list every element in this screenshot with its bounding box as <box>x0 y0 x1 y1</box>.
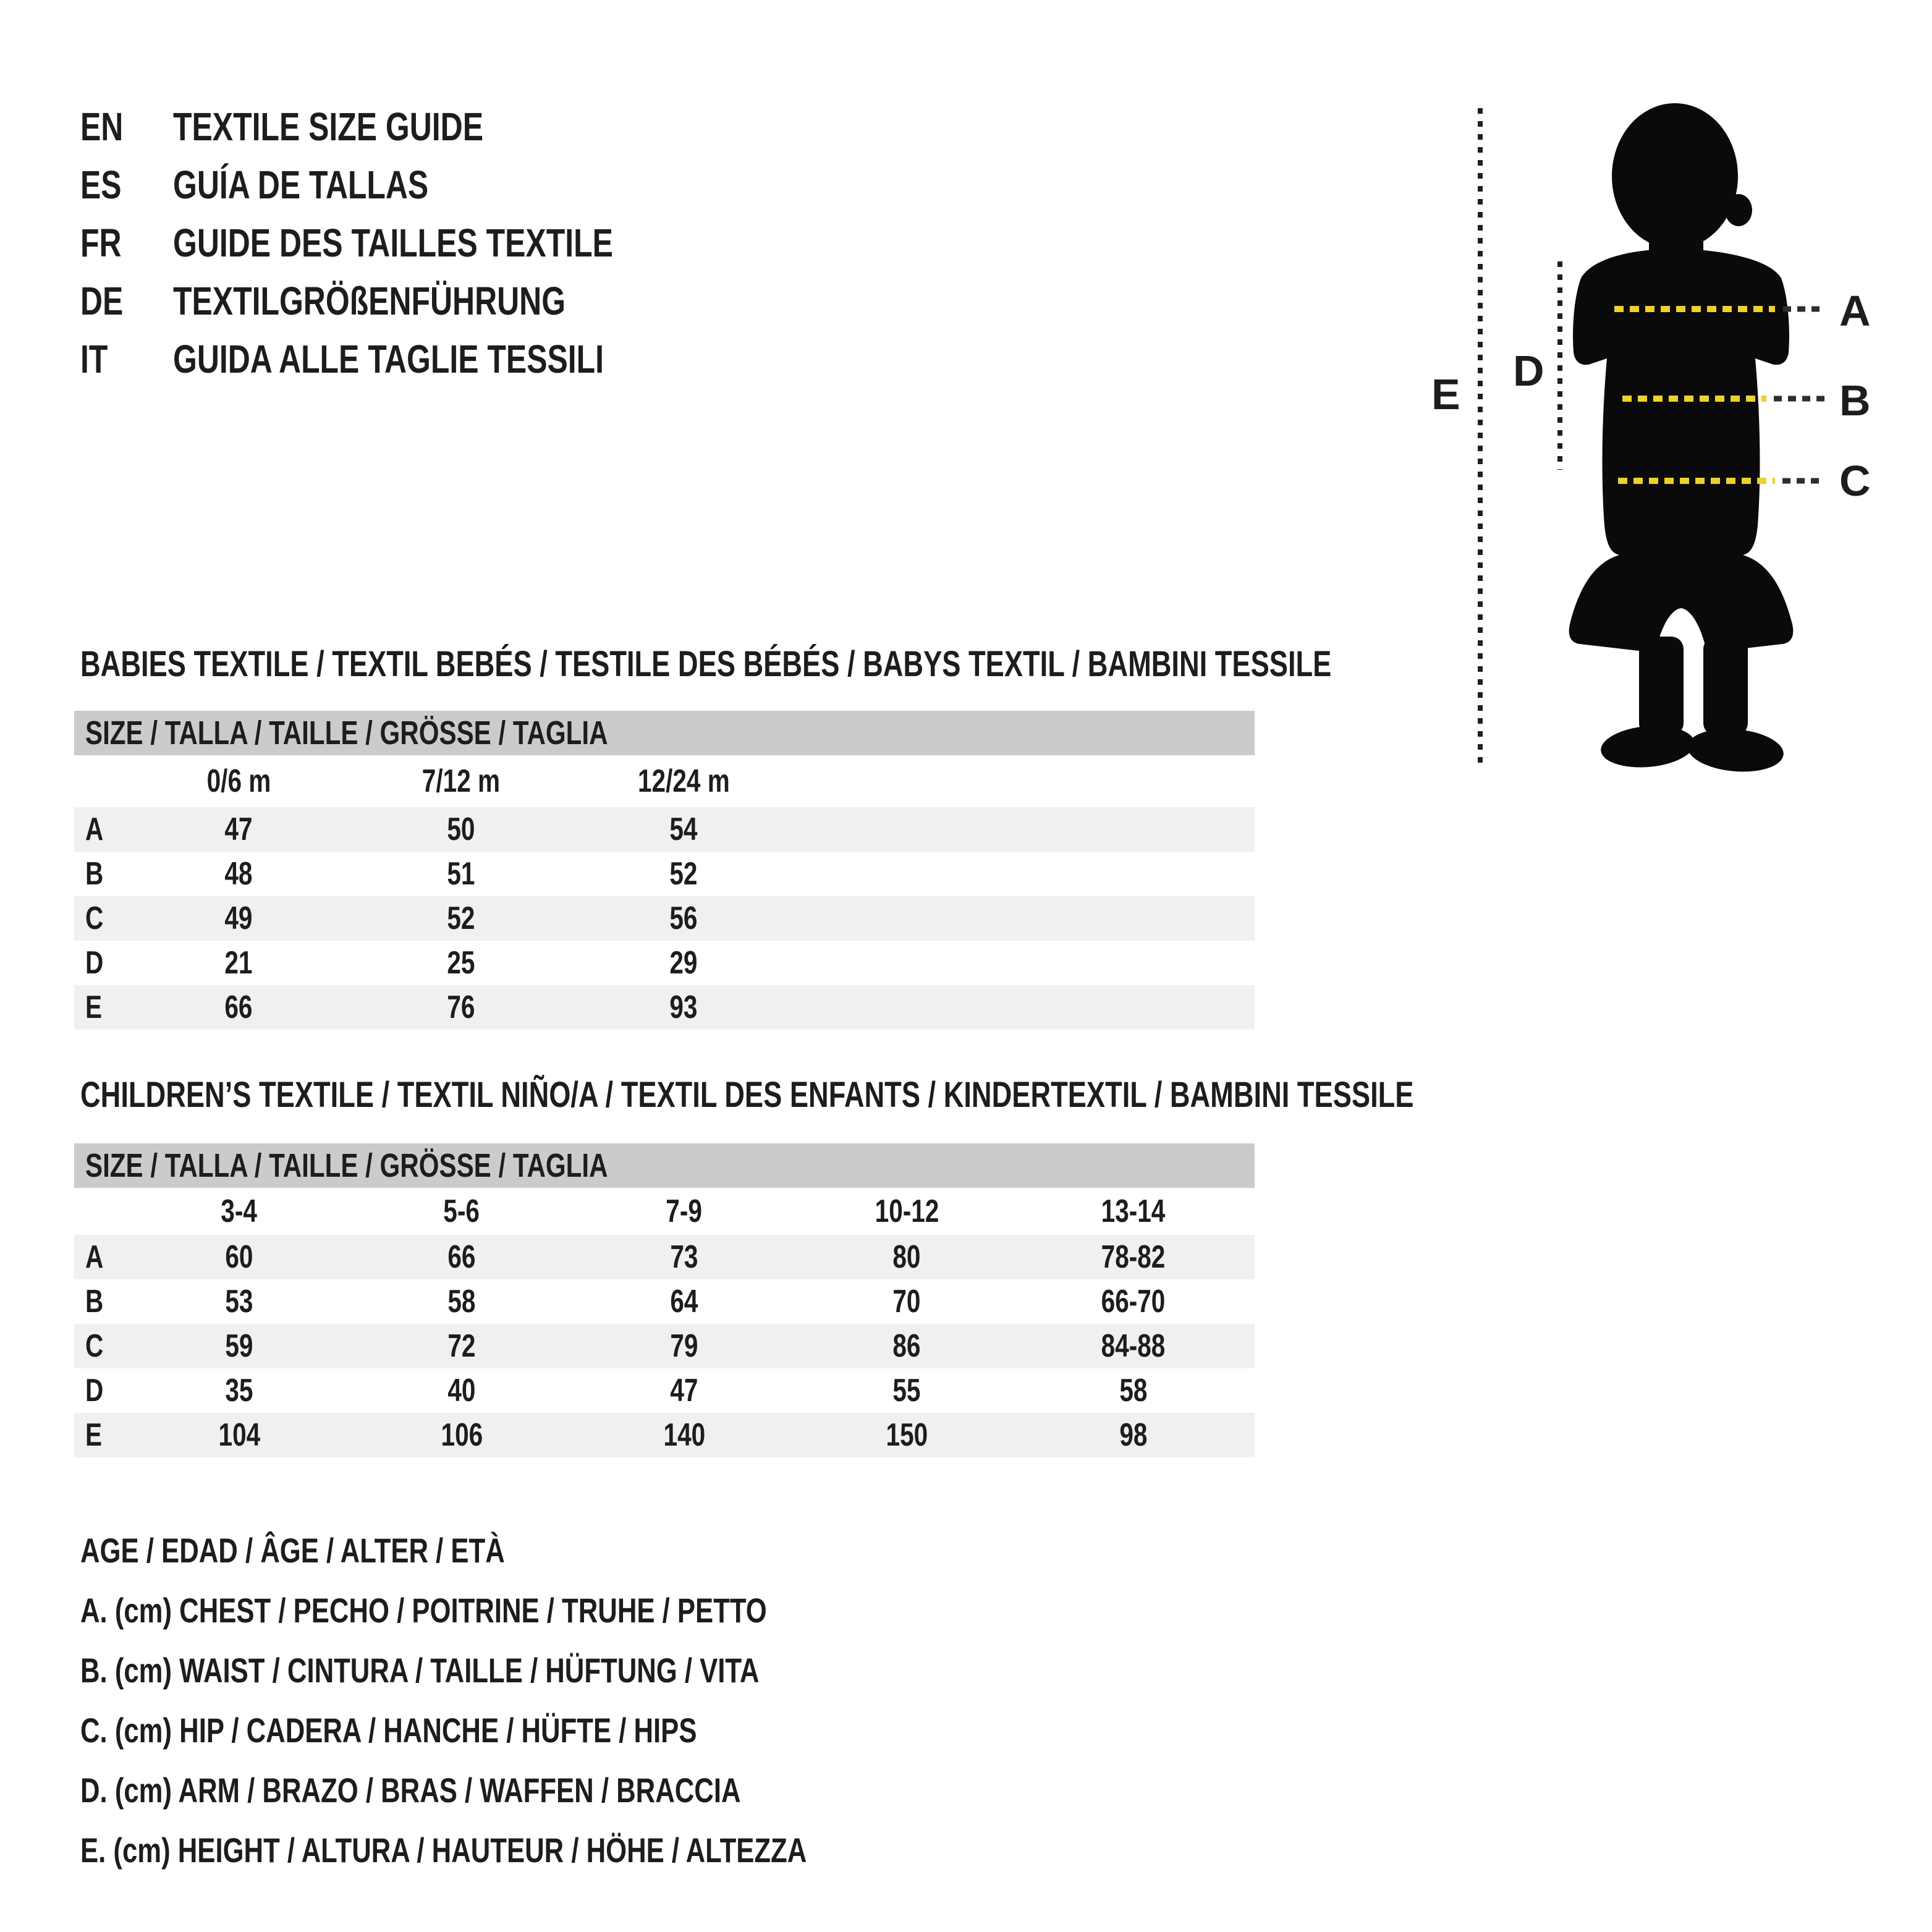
page-title-it: GUIDA ALLE TAGLIE TESSILI <box>173 337 604 381</box>
legend-age: AGE / EDAD / ÂGE / ALTER / ETÀ <box>80 1531 505 1570</box>
measurement-diagram: A B C D E <box>1421 93 1932 785</box>
lang-code-de: DE <box>80 279 124 323</box>
table-row: C 59 72 79 86 84-88 <box>74 1324 1255 1368</box>
figure-label-c: C <box>1839 457 1871 505</box>
figure-label-e: E <box>1431 370 1460 418</box>
figure-label-b: B <box>1839 376 1871 425</box>
child-silhouette-figure: A B C D E <box>1431 103 1871 772</box>
babies-col-0: 0/6 m <box>206 763 271 799</box>
table-row: D 35 40 47 55 58 <box>85 1373 1148 1409</box>
babies-section-title: BABIES TEXTILE / TEXTIL BEBÉS / TESTILE … <box>80 644 1332 684</box>
measurement-legend: AGE / EDAD / ÂGE / ALTER / ETÀ A. (cm) C… <box>80 1520 1012 1880</box>
children-table-header-bar: SIZE / TALLA / TAILLE / GRÖSSE / TAGLIA <box>74 1143 1255 1188</box>
children-col-0: 3-4 <box>221 1193 258 1229</box>
table-row: A 60 66 73 80 78-82 <box>74 1235 1255 1279</box>
lang-code-es: ES <box>80 163 122 207</box>
children-col-1: 5-6 <box>443 1193 480 1229</box>
lang-code-en: EN <box>80 104 124 149</box>
children-col-3: 10-12 <box>875 1193 939 1229</box>
lang-row-it: IT GUIDA ALLE TAGLIE TESSILI <box>80 330 737 388</box>
lang-code-it: IT <box>80 337 108 381</box>
legend-chest: A. (cm) CHEST / PECHO / POITRINE / TRUHE… <box>80 1591 767 1630</box>
language-title-block: EN TEXTILE SIZE GUIDE ES GUÍA DE TALLAS … <box>80 98 737 388</box>
lang-code-fr: FR <box>80 221 122 265</box>
table-row: B 48 51 52 <box>85 856 698 892</box>
lang-row-en: EN TEXTILE SIZE GUIDE <box>80 98 737 156</box>
legend-height: E. (cm) HEIGHT / ALTURA / HAUTEUR / HÖHE… <box>80 1831 807 1870</box>
table-row: E 104 106 140 150 98 <box>74 1413 1255 1457</box>
figure-label-a: A <box>1839 287 1871 335</box>
table-row: A 47 50 54 <box>74 807 1255 852</box>
babies-column-header-row: 0/6 m 7/12 m 12/24 m <box>74 755 1255 807</box>
children-section-title: CHILDREN’S TEXTILE / TEXTIL NIÑO/A / TEX… <box>80 1075 1414 1115</box>
babies-size-table: SIZE / TALLA / TAILLE / GRÖSSE / TAGLIA … <box>74 711 1255 1030</box>
page-title-es: GUÍA DE TALLAS <box>173 163 429 207</box>
babies-col-1: 7/12 m <box>422 763 501 799</box>
legend-waist: B. (cm) WAIST / CINTURA / TAILLE / HÜFTU… <box>80 1651 760 1690</box>
page-title-en: TEXTILE SIZE GUIDE <box>173 104 484 149</box>
figure-label-d: D <box>1513 347 1544 395</box>
page-title-de: TEXTILGRÖßENFÜHRUNG <box>173 279 566 323</box>
table-row: D 21 25 29 <box>85 945 698 981</box>
babies-col-2: 12/24 m <box>637 763 730 799</box>
page-title-fr: GUIDE DES TAILLES TEXTILE <box>173 221 613 265</box>
children-col-2: 7-9 <box>666 1193 703 1229</box>
child-silhouette <box>1569 103 1794 772</box>
lang-row-fr: FR GUIDE DES TAILLES TEXTILE <box>80 214 737 272</box>
table-row: E 66 76 93 <box>74 985 1255 1030</box>
children-col-4: 13-14 <box>1101 1193 1166 1229</box>
children-column-header-row: 3-4 5-6 7-9 10-12 13-14 <box>74 1188 1255 1235</box>
children-size-table: SIZE / TALLA / TAILLE / GRÖSSE / TAGLIA … <box>74 1143 1255 1457</box>
lang-row-es: ES GUÍA DE TALLAS <box>80 156 737 214</box>
babies-table-header-bar: SIZE / TALLA / TAILLE / GRÖSSE / TAGLIA <box>74 711 1255 755</box>
legend-hip: C. (cm) HIP / CADERA / HANCHE / HÜFTE / … <box>80 1711 697 1750</box>
legend-arm: D. (cm) ARM / BRAZO / BRAS / WAFFEN / BR… <box>80 1771 741 1810</box>
table-row: C 49 52 56 <box>74 896 1255 941</box>
table-row: B 53 58 64 70 66-70 <box>85 1284 1166 1320</box>
lang-row-de: DE TEXTILGRÖßENFÜHRUNG <box>80 272 737 330</box>
